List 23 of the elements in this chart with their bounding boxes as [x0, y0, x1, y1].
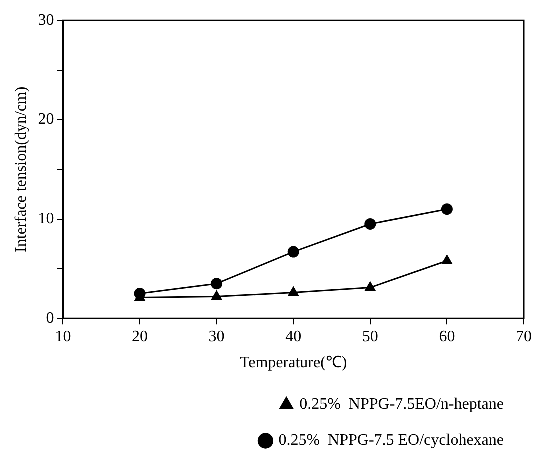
y-axis-title: Interface tension(dyn/cm) — [12, 86, 30, 252]
x-tick-label: 50 — [362, 328, 378, 346]
point — [288, 287, 299, 296]
y-tick-label: 20 — [38, 111, 54, 128]
point — [211, 278, 223, 290]
x-tick-label: 20 — [132, 328, 148, 346]
point — [441, 204, 453, 216]
x-tick-label: 40 — [286, 328, 302, 346]
x-axis-title: Temperature(℃) — [240, 354, 348, 372]
y-tick-label: 0 — [46, 310, 54, 327]
point — [212, 290, 222, 300]
legend-label: 0.25% NPPG-7.5 EO/cyclohexane — [278, 432, 504, 450]
y-tick-label: 10 — [38, 210, 54, 228]
legend-label: 0.25% NPPG-7.5EO/n-heptane — [300, 396, 504, 414]
point — [364, 218, 376, 230]
x-tick-label: 30 — [208, 328, 225, 346]
x-tick-label: 60 — [439, 328, 456, 346]
x-tick-label: 70 — [516, 328, 532, 346]
point — [288, 246, 300, 258]
point — [365, 282, 376, 292]
point — [442, 255, 452, 264]
x-tick-label: 10 — [55, 328, 72, 346]
y-tick-label: 30 — [38, 12, 54, 29]
